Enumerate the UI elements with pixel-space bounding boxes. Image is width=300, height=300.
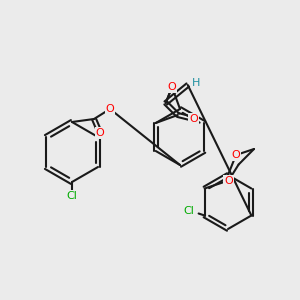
Text: Cl: Cl — [183, 206, 194, 217]
Text: O: O — [189, 114, 198, 124]
Text: O: O — [168, 82, 176, 92]
Text: Cl: Cl — [67, 191, 77, 201]
Text: O: O — [96, 128, 104, 138]
Text: O: O — [224, 176, 233, 185]
Text: O: O — [106, 104, 114, 114]
Text: O: O — [232, 150, 240, 160]
Text: H: H — [192, 78, 200, 88]
